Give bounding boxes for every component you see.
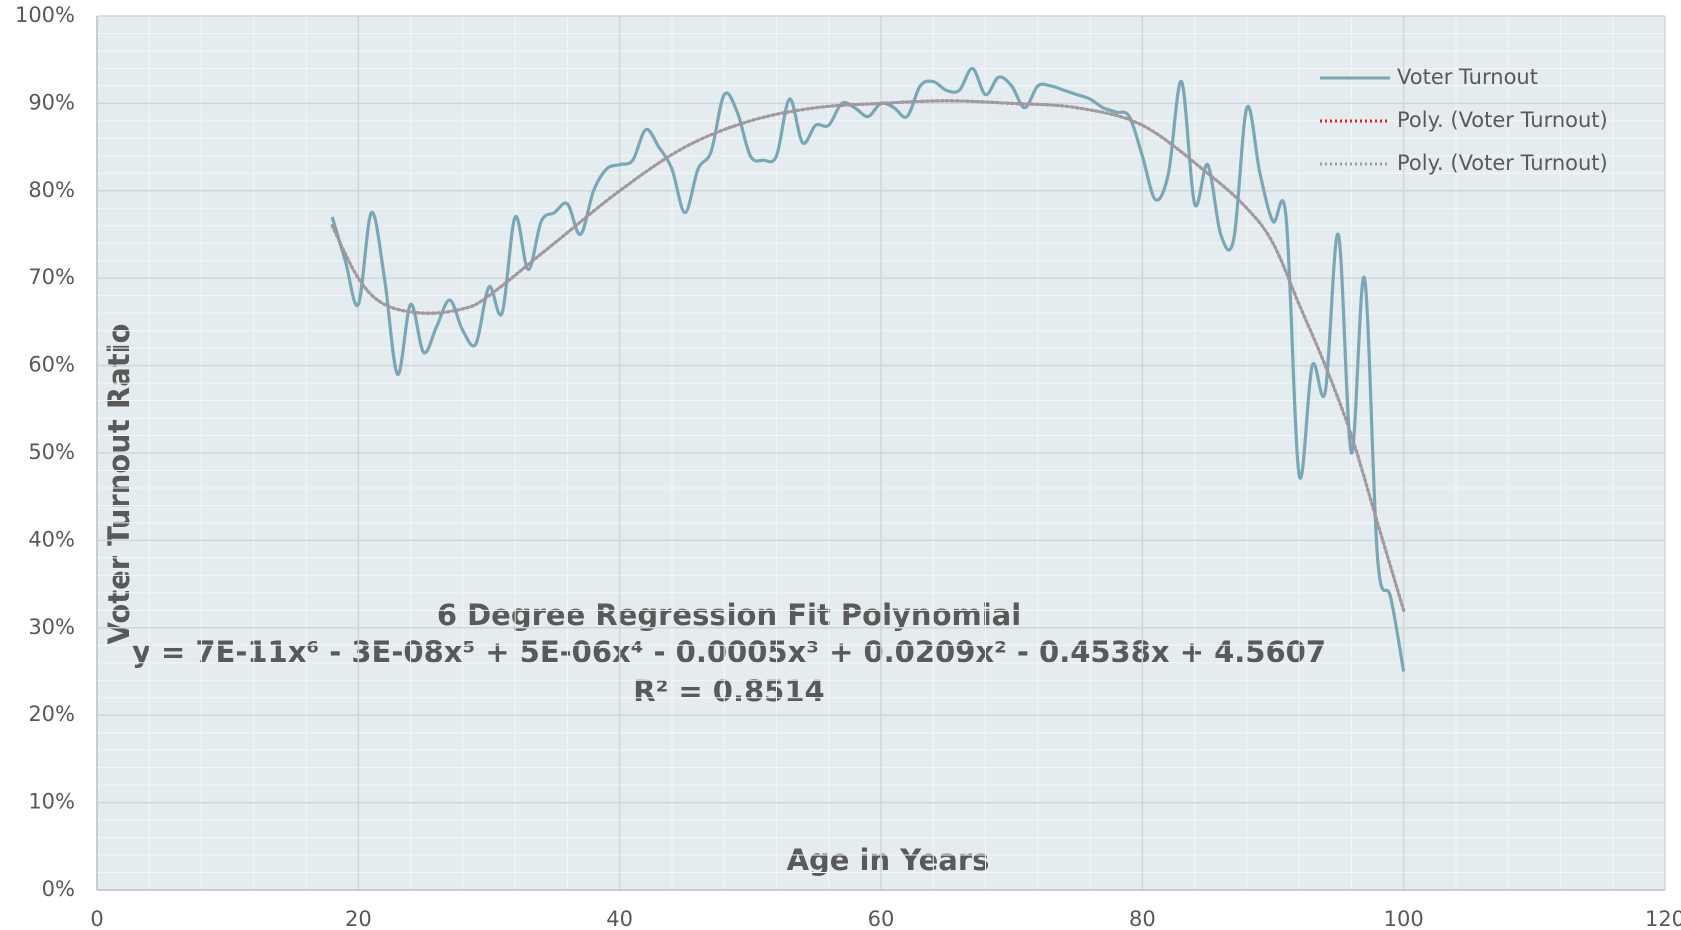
y-tick-label: 100% — [15, 3, 75, 27]
legend-label: Poly. (Voter Turnout) — [1397, 108, 1608, 132]
legend-label: Voter Turnout — [1397, 65, 1538, 89]
x-tick-label: 20 — [345, 907, 372, 930]
x-axis-label: Age in Years — [787, 843, 990, 877]
y-tick-label: 40% — [28, 527, 75, 551]
y-tick-label: 20% — [28, 702, 75, 726]
y-tick-label: 80% — [28, 178, 75, 202]
legend-label: Poly. (Voter Turnout) — [1397, 151, 1608, 175]
y-tick-label: 10% — [28, 790, 75, 814]
y-tick-label: 90% — [28, 90, 75, 114]
y-tick-label: 50% — [28, 440, 75, 464]
y-tick-label: 70% — [28, 265, 75, 289]
x-tick-label: 80 — [1129, 907, 1156, 930]
x-tick-label: 0 — [90, 907, 103, 930]
y-tick-label: 0% — [42, 877, 75, 901]
annotation: R² = 0.8514 — [633, 674, 824, 708]
annotation: y = 7E-11x⁶ - 3E-08x⁵ + 5E-06x⁴ - 0.0005… — [132, 635, 1326, 669]
trend-line — [330, 99, 1406, 612]
x-tick-label: 120 — [1645, 907, 1681, 930]
x-tick-label: 60 — [868, 907, 895, 930]
x-tick-label: 40 — [606, 907, 633, 930]
y-axis-label: Voter Turnout Ratio — [102, 323, 136, 644]
y-tick-label: 60% — [28, 353, 75, 377]
annotation: 6 Degree Regression Fit Polynomial — [437, 598, 1021, 632]
x-tick-label: 100 — [1384, 907, 1424, 930]
y-tick-label: 30% — [28, 615, 75, 639]
data-line — [330, 66, 1406, 672]
